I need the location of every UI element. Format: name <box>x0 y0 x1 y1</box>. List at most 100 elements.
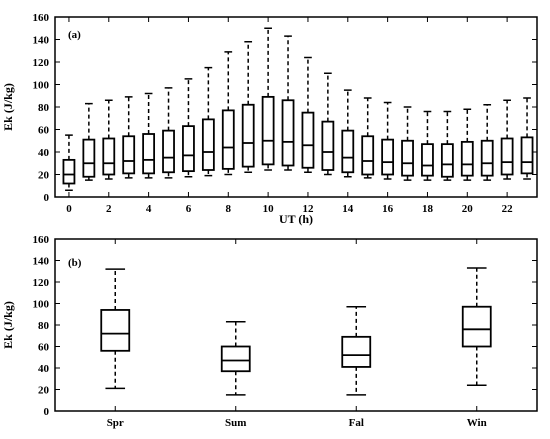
box-item <box>102 99 116 180</box>
iqr-box <box>460 140 474 177</box>
x-tick-label: Win <box>467 417 487 429</box>
x-tick-label: 0 <box>66 203 72 215</box>
y-tick-label: 40 <box>38 363 50 375</box>
y-axis-label-b: Ek (J/kg) <box>1 301 15 349</box>
box-item <box>321 72 335 176</box>
iqr-box <box>221 109 235 170</box>
x-tick-label: Spr <box>107 417 124 429</box>
iqr-box <box>301 111 315 169</box>
iqr-box <box>122 135 136 175</box>
x-tick-label: 4 <box>146 203 152 215</box>
iqr-box <box>82 138 96 178</box>
iqr-box <box>281 99 295 167</box>
y-tick-label: 60 <box>38 342 50 354</box>
box-item <box>460 108 474 181</box>
box-item <box>421 110 434 181</box>
iqr-box <box>401 139 414 177</box>
panel-label-b: (b) <box>68 257 82 269</box>
y-tick-label: 120 <box>33 57 50 69</box>
x-tick-label: 14 <box>342 203 354 215</box>
panel-label-a: (a) <box>68 29 81 41</box>
iqr-box <box>321 120 335 171</box>
y-tick-label: 160 <box>33 234 50 246</box>
iqr-box <box>341 335 372 368</box>
y-tick-label: 140 <box>33 256 50 268</box>
y-ticks-b: 0 20 40 60 80 100 120 140 160 <box>33 234 537 418</box>
box-item <box>142 92 156 179</box>
box-item <box>82 102 96 181</box>
y-tick-label: 40 <box>38 147 50 159</box>
iqr-box <box>220 345 251 373</box>
x-ticks-a: 0 2 4 6 8 10 12 14 16 18 20 22 <box>66 17 513 215</box>
iqr-box <box>62 158 76 185</box>
panel-b: 0 20 40 60 80 100 120 140 160 Spr Sum Fal Win (b) E… <box>1 234 538 429</box>
iqr-box <box>361 135 375 176</box>
box-item <box>122 96 136 179</box>
iqr-box <box>261 95 275 166</box>
y-tick-label: 100 <box>33 80 50 92</box>
y-tick-label: 60 <box>38 125 50 137</box>
y-tick-label: 20 <box>38 385 50 397</box>
x-tick-label: 6 <box>186 203 192 215</box>
x-tick-label: 8 <box>226 203 232 215</box>
y-tick-label: 140 <box>33 35 50 47</box>
box-item <box>461 267 492 386</box>
x-tick-label: 16 <box>382 203 394 215</box>
iqr-box <box>142 133 156 175</box>
iqr-box <box>341 129 355 174</box>
x-tick-label: Sum <box>225 417 246 429</box>
x-tick-label: 18 <box>422 203 434 215</box>
box-item <box>341 305 372 396</box>
y-tick-label: 120 <box>33 277 50 289</box>
x-axis-label-a: UT (h) <box>279 212 313 226</box>
y-ticks-a: 0 20 40 60 80 100 120 140 160 <box>33 12 537 204</box>
box-item <box>100 268 131 390</box>
iqr-box <box>100 309 131 352</box>
boxes-group-b <box>100 267 492 396</box>
iqr-box <box>440 143 454 178</box>
box-item <box>182 78 195 178</box>
box-item <box>220 321 251 396</box>
iqr-box <box>102 137 116 176</box>
iqr-box <box>480 139 494 177</box>
iqr-box <box>520 136 534 175</box>
iqr-box <box>241 103 255 168</box>
iqr-box <box>162 129 175 174</box>
y-axis-label-a: Ek (J/kg) <box>1 83 15 131</box>
box-item <box>440 110 454 181</box>
box-item <box>201 66 215 177</box>
y-tick-label: 100 <box>33 299 50 311</box>
boxes-group-a <box>62 27 534 191</box>
box-item <box>341 89 355 178</box>
iqr-box <box>421 143 434 177</box>
box-item <box>500 99 514 180</box>
box-item <box>401 106 414 181</box>
x-tick-label: 20 <box>462 203 474 215</box>
x-tick-label: 2 <box>106 203 112 215</box>
iqr-box <box>500 137 514 176</box>
box-item <box>261 27 275 171</box>
box-item <box>221 51 235 176</box>
y-tick-label: 0 <box>44 406 50 418</box>
box-item <box>162 87 175 179</box>
y-tick-label: 0 <box>44 192 50 204</box>
iqr-box <box>461 305 492 348</box>
box-item <box>301 56 315 173</box>
box-item <box>480 104 494 181</box>
x-ticks-b: Spr Sum Fal Win <box>107 239 487 429</box>
box-item <box>381 101 395 180</box>
x-tick-label: 10 <box>263 203 275 215</box>
box-item <box>62 134 76 191</box>
y-tick-label: 80 <box>38 102 50 114</box>
panel-a: 0 20 40 60 80 100 120 140 160 0 2 4 6 8 10 12 14 16 18 20 2… <box>1 12 538 226</box>
y-tick-label: 80 <box>38 320 50 332</box>
y-tick-label: 160 <box>33 12 50 24</box>
box-item <box>281 35 295 171</box>
x-tick-label: Fal <box>349 417 364 429</box>
iqr-box <box>381 138 395 176</box>
x-tick-label: 22 <box>502 203 514 215</box>
box-item <box>361 97 375 179</box>
iqr-box <box>201 118 215 171</box>
iqr-box <box>182 125 195 173</box>
